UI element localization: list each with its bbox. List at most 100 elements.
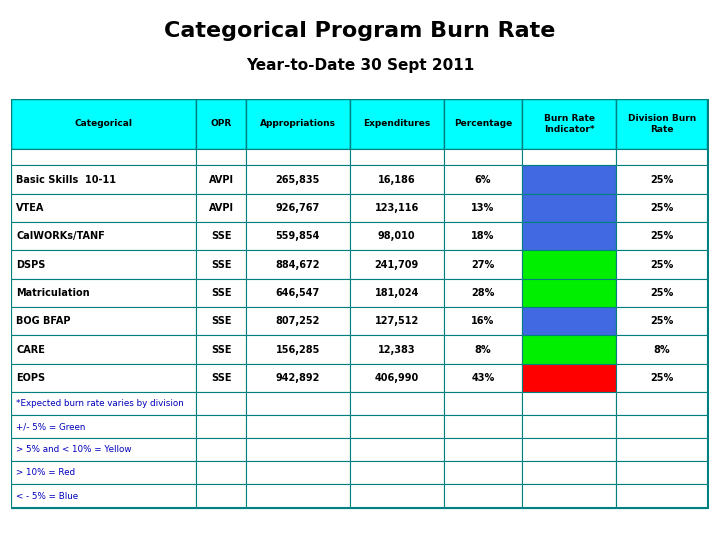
Text: 98,010: 98,010 (378, 231, 415, 241)
Bar (246, 99, 349, 149)
Bar (246, 461, 349, 484)
Bar (349, 307, 444, 335)
Bar (522, 307, 616, 335)
Text: CARE: CARE (17, 345, 45, 355)
Bar (246, 251, 349, 279)
Bar (349, 194, 444, 222)
Bar (444, 484, 522, 508)
Text: 25%: 25% (650, 203, 673, 213)
Bar (11, 438, 196, 461)
Bar (196, 279, 246, 307)
Bar (444, 194, 522, 222)
Text: 16,186: 16,186 (378, 174, 415, 185)
Bar (246, 279, 349, 307)
Bar (196, 364, 246, 392)
Bar (522, 484, 616, 508)
Bar (522, 438, 616, 461)
Bar (444, 364, 522, 392)
Bar (11, 461, 196, 484)
Text: 8%: 8% (474, 345, 491, 355)
Bar (349, 251, 444, 279)
Bar (616, 438, 707, 461)
Text: 25%: 25% (650, 174, 673, 185)
Text: Expenditures: Expenditures (363, 119, 431, 129)
Bar (444, 149, 522, 165)
Bar (616, 251, 707, 279)
Bar (349, 335, 444, 364)
Bar (11, 251, 196, 279)
Bar (196, 438, 246, 461)
Text: Basic Skills  10-11: Basic Skills 10-11 (17, 174, 117, 185)
Bar (349, 99, 444, 149)
Bar (246, 415, 349, 438)
Text: SSE: SSE (211, 316, 231, 326)
Text: SSE: SSE (211, 288, 231, 298)
Bar (522, 149, 616, 165)
Text: VTEA: VTEA (17, 203, 45, 213)
Bar (522, 364, 616, 392)
Text: SSE: SSE (211, 260, 231, 269)
Text: 926,767: 926,767 (276, 203, 320, 213)
Bar (444, 279, 522, 307)
Text: DSPS: DSPS (17, 260, 46, 269)
Bar (246, 335, 349, 364)
Bar (522, 461, 616, 484)
Text: 265,835: 265,835 (276, 174, 320, 185)
Bar (349, 165, 444, 194)
Bar (444, 251, 522, 279)
Text: Burn Rate
Indicator*: Burn Rate Indicator* (544, 114, 595, 133)
Text: Division Burn
Rate: Division Burn Rate (628, 114, 696, 133)
Text: 6%: 6% (474, 174, 491, 185)
Bar (196, 194, 246, 222)
Text: > 10% = Red: > 10% = Red (17, 468, 76, 477)
Bar (522, 222, 616, 251)
Bar (444, 99, 522, 149)
Bar (349, 438, 444, 461)
Bar (11, 279, 196, 307)
Bar (522, 194, 616, 222)
Text: 43%: 43% (472, 373, 495, 383)
Bar (616, 222, 707, 251)
Text: OPR: OPR (210, 119, 232, 129)
Bar (11, 415, 196, 438)
Bar (196, 335, 246, 364)
Bar (349, 364, 444, 392)
Text: < - 5% = Blue: < - 5% = Blue (17, 491, 78, 501)
Bar (522, 251, 616, 279)
Text: Appropriations: Appropriations (260, 119, 336, 129)
Bar (196, 307, 246, 335)
Bar (616, 335, 707, 364)
Bar (616, 165, 707, 194)
Bar (522, 165, 616, 194)
Bar (522, 415, 616, 438)
Bar (522, 335, 616, 364)
Bar (246, 364, 349, 392)
Bar (11, 222, 196, 251)
Bar (349, 392, 444, 415)
Bar (349, 484, 444, 508)
Bar (616, 194, 707, 222)
Bar (11, 335, 196, 364)
Bar (246, 438, 349, 461)
Text: CalWORKs/TANF: CalWORKs/TANF (17, 231, 105, 241)
Text: SSE: SSE (211, 373, 231, 383)
Bar (444, 307, 522, 335)
Bar (196, 165, 246, 194)
Text: 181,024: 181,024 (374, 288, 419, 298)
Bar (349, 222, 444, 251)
Text: AVPI: AVPI (209, 203, 233, 213)
Text: 559,854: 559,854 (276, 231, 320, 241)
Text: BOG BFAP: BOG BFAP (17, 316, 71, 326)
Bar (444, 415, 522, 438)
Bar (11, 307, 196, 335)
Bar (349, 149, 444, 165)
Bar (11, 149, 196, 165)
Bar (444, 165, 522, 194)
Text: 18%: 18% (471, 231, 495, 241)
Bar (196, 149, 246, 165)
Bar (616, 392, 707, 415)
Bar (349, 279, 444, 307)
Text: 28%: 28% (471, 288, 495, 298)
Text: 127,512: 127,512 (374, 316, 419, 326)
Bar (11, 392, 196, 415)
